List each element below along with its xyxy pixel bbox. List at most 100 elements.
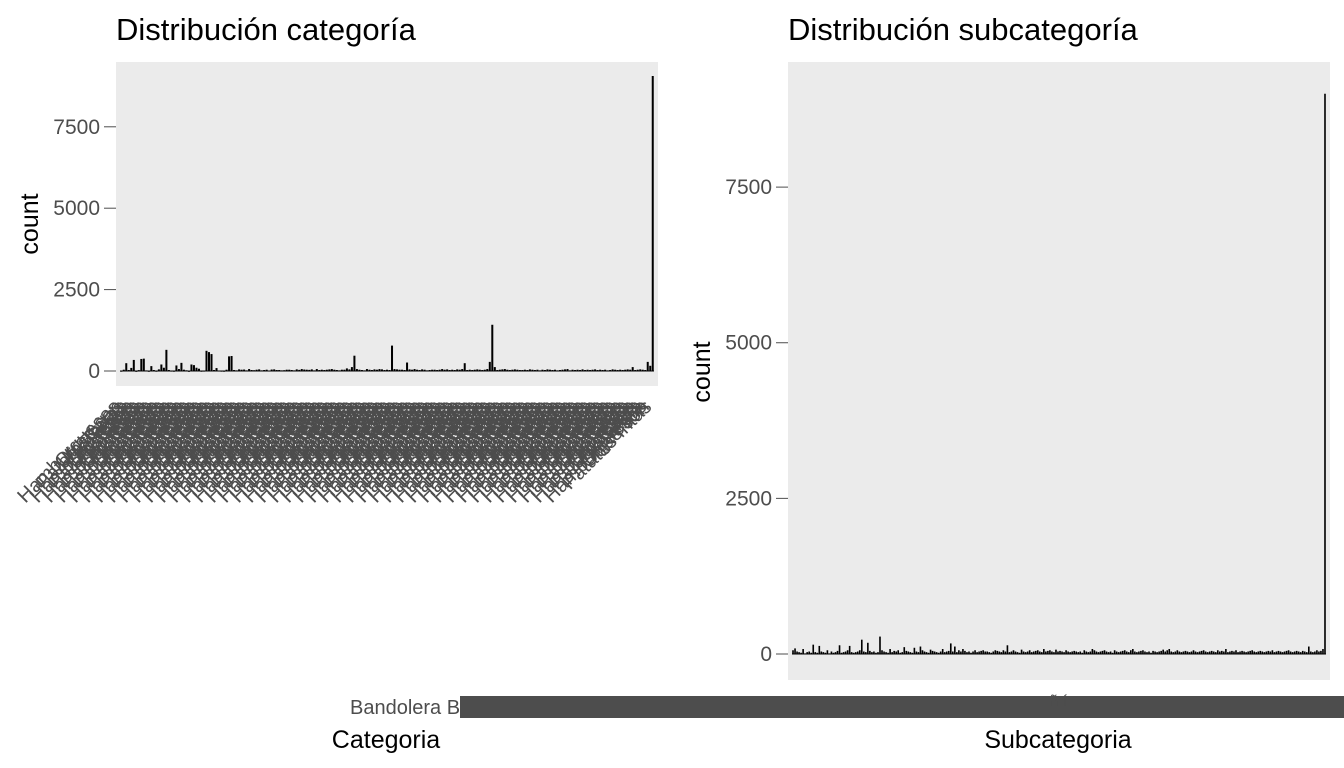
bar — [863, 651, 865, 654]
bar — [1000, 652, 1003, 654]
bar — [531, 369, 534, 371]
bar — [619, 369, 622, 371]
bar — [561, 369, 564, 371]
bar — [832, 652, 835, 654]
bar — [1259, 650, 1262, 654]
bar — [887, 652, 889, 654]
bar — [952, 651, 954, 654]
bar — [923, 651, 926, 654]
bar — [1320, 650, 1322, 654]
x-tick-labels-overlap — [460, 696, 1344, 718]
bar — [806, 652, 808, 654]
bar — [285, 369, 288, 371]
bar — [1275, 651, 1278, 654]
bar — [1235, 650, 1237, 654]
bar — [1123, 650, 1126, 654]
bar — [308, 369, 311, 371]
bar — [1036, 650, 1039, 654]
bar — [1022, 651, 1025, 654]
bar — [1085, 651, 1088, 654]
bar — [1308, 646, 1310, 654]
bar — [1010, 651, 1013, 654]
plot-background — [788, 62, 1330, 680]
bar — [604, 369, 607, 371]
bar — [591, 369, 594, 371]
bar — [860, 639, 863, 654]
bar — [197, 368, 200, 371]
bar — [998, 651, 1001, 654]
bar — [1059, 650, 1061, 654]
bar — [398, 369, 401, 371]
bar — [1305, 652, 1308, 654]
bar — [1136, 652, 1138, 654]
bar — [970, 652, 972, 654]
bar — [391, 345, 394, 371]
bar — [909, 652, 912, 654]
bar — [208, 352, 211, 371]
bar — [820, 651, 823, 654]
bar — [1174, 651, 1177, 654]
bar — [243, 369, 246, 371]
bar — [1324, 93, 1326, 655]
bar — [1002, 650, 1005, 654]
bar — [1227, 652, 1229, 654]
bar — [1310, 651, 1312, 654]
bar — [195, 367, 198, 371]
bar — [132, 359, 135, 371]
bar — [611, 369, 614, 371]
bar — [1251, 650, 1253, 654]
bar — [1091, 649, 1094, 654]
bar — [846, 650, 849, 654]
bar — [954, 646, 956, 654]
bar — [972, 651, 974, 654]
bar — [978, 651, 980, 654]
bar — [378, 369, 381, 371]
bar — [1089, 651, 1092, 654]
bar — [190, 364, 193, 371]
bar — [1206, 652, 1209, 654]
bar — [175, 365, 178, 371]
bar — [1099, 651, 1102, 654]
bar — [1190, 651, 1193, 654]
bar — [1279, 651, 1282, 654]
bar — [493, 367, 496, 371]
bar — [491, 324, 494, 371]
bar — [461, 369, 464, 371]
bar — [1237, 652, 1239, 654]
bar — [192, 365, 195, 371]
bar — [931, 650, 934, 654]
x-tick-label-fragment: ñ í — [1049, 693, 1067, 710]
bar — [875, 652, 877, 654]
bar — [1018, 652, 1021, 654]
bar — [1291, 652, 1294, 654]
bar — [943, 652, 946, 654]
bar — [511, 369, 514, 371]
bar — [814, 652, 817, 654]
bar — [1053, 652, 1055, 654]
bar — [325, 369, 328, 371]
bar — [1051, 651, 1053, 654]
bar — [1208, 651, 1211, 654]
bar — [1077, 652, 1080, 654]
bar — [885, 652, 887, 654]
bar — [808, 651, 810, 654]
bar — [810, 652, 813, 654]
y-tick-label: 7500 — [53, 116, 100, 139]
bar — [651, 76, 654, 371]
bar — [1038, 651, 1041, 654]
bar — [320, 369, 323, 371]
bar — [1079, 651, 1082, 654]
bar — [907, 651, 910, 654]
bar — [1301, 650, 1304, 654]
bar — [1322, 649, 1324, 654]
bar — [1314, 651, 1316, 654]
bar — [873, 651, 875, 654]
bar — [310, 369, 313, 371]
bar — [1069, 652, 1071, 654]
bar — [258, 369, 261, 371]
bar — [298, 369, 301, 371]
bar — [822, 652, 825, 654]
bar-series — [120, 76, 654, 372]
bar — [1093, 650, 1096, 654]
bar — [927, 652, 930, 654]
